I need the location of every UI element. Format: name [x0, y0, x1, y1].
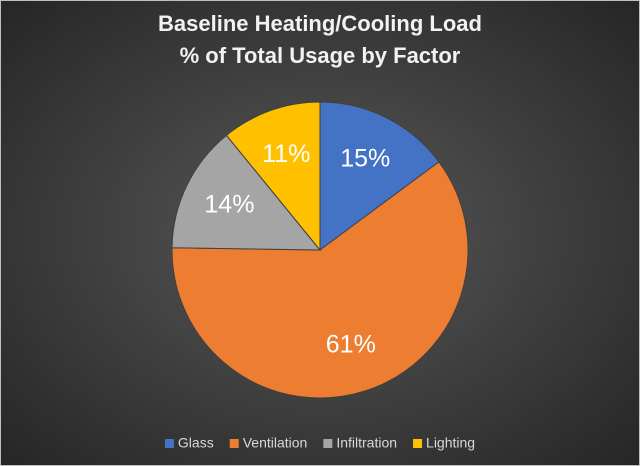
pie-slice — [171, 134, 322, 251]
legend-swatch — [164, 439, 174, 448]
legend-swatch — [229, 439, 239, 448]
legend-label: Lighting — [426, 435, 475, 451]
legend-label: Ventilation — [243, 435, 308, 451]
legend-label: Infiltration — [336, 435, 397, 451]
value-label: 14% — [204, 191, 254, 219]
pie-slice — [171, 161, 469, 399]
value-label: 15% — [340, 145, 390, 173]
legend: Glass Ventilation Infiltration Lighting — [164, 435, 475, 451]
pie-slice — [319, 101, 440, 251]
pie-slice — [225, 101, 321, 252]
legend-label: Glass — [178, 435, 214, 451]
legend-swatch — [323, 439, 333, 448]
legend-swatch — [413, 439, 423, 448]
chart-title: Baseline Heating/Cooling Load — [158, 11, 482, 36]
chart-title: % of Total Usage by Factor — [180, 43, 461, 68]
value-label: 11% — [262, 140, 310, 168]
value-label: 61% — [326, 330, 376, 358]
